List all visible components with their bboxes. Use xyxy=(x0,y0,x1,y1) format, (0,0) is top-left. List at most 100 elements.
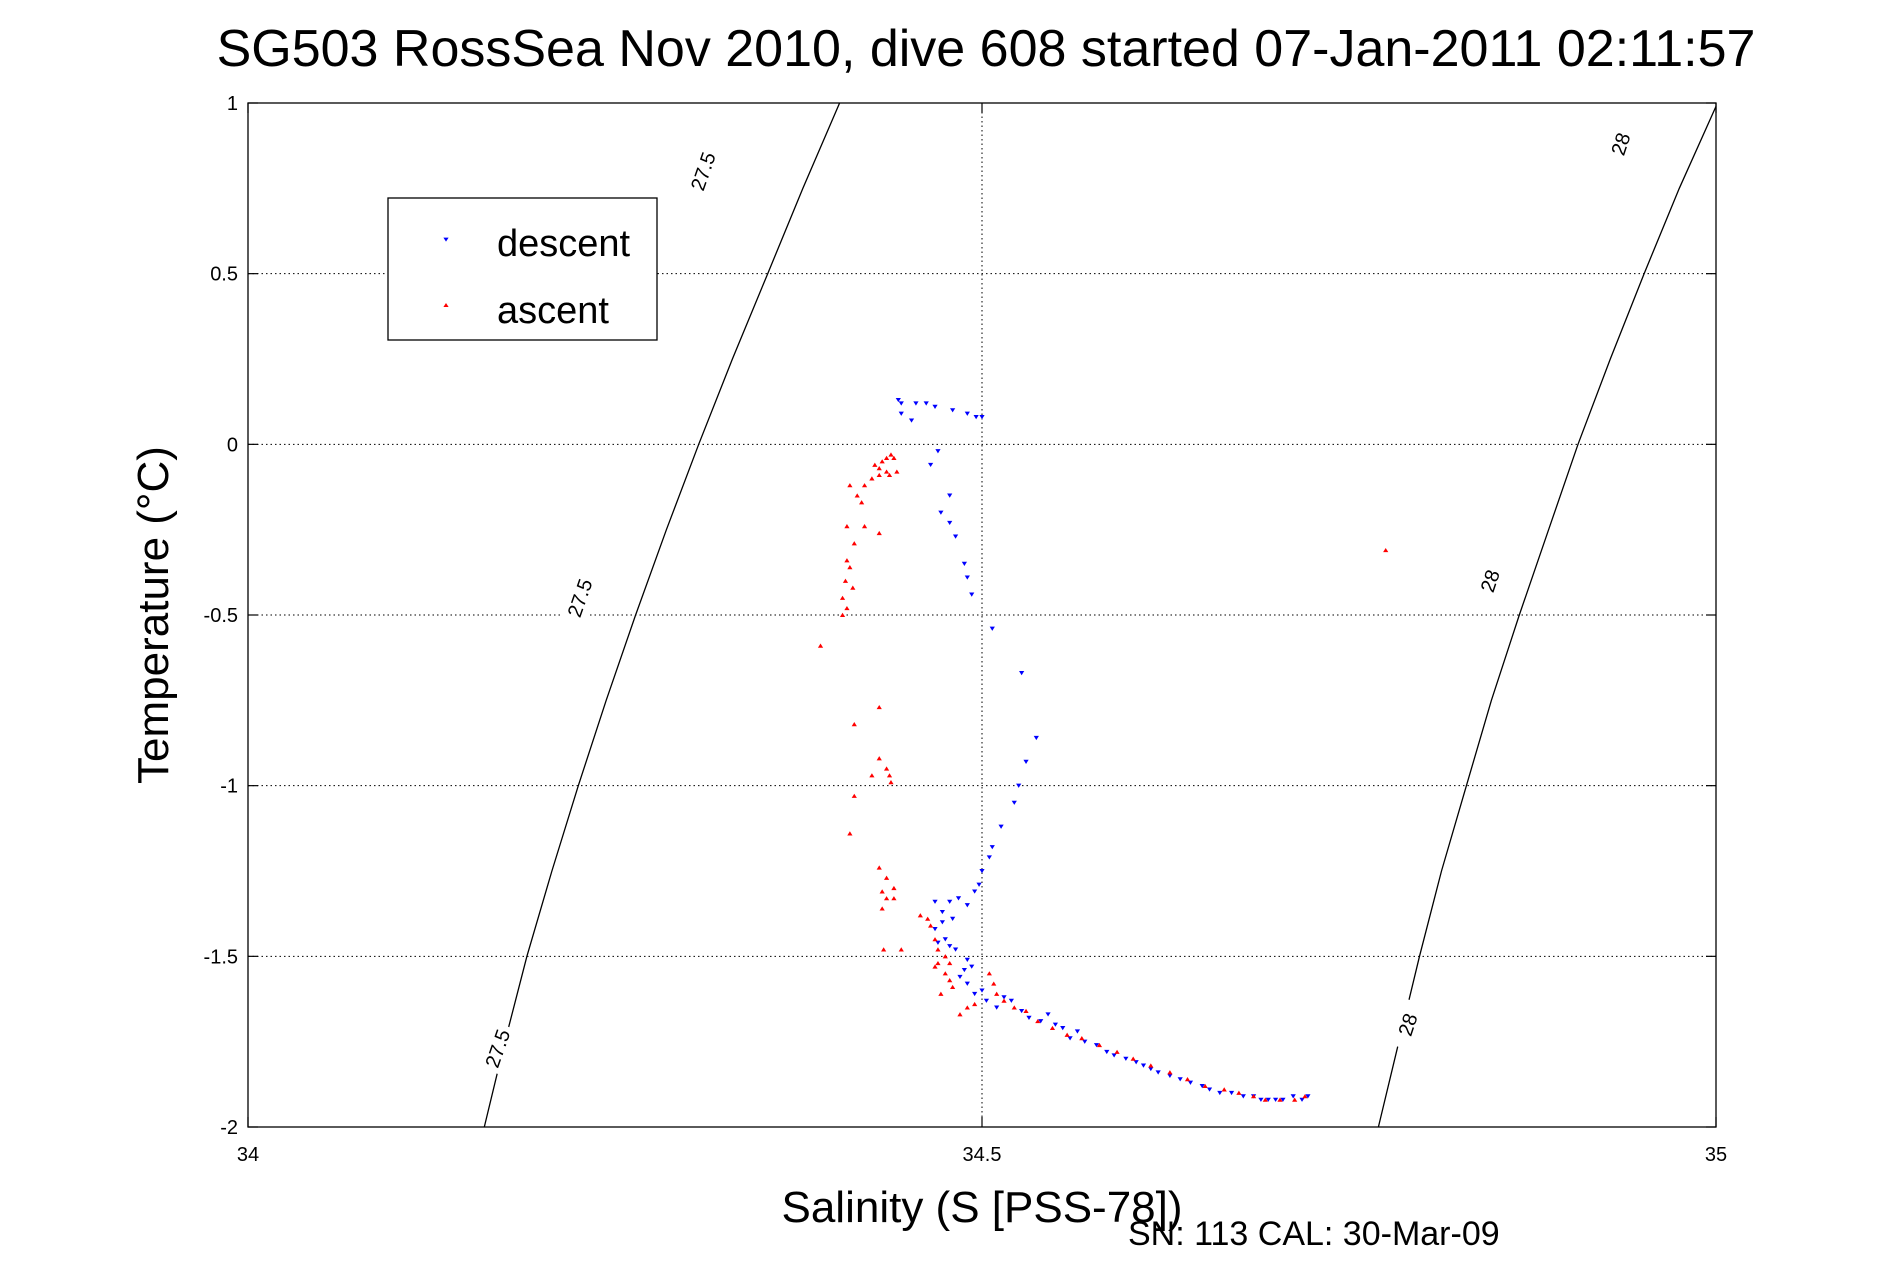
ascent-point xyxy=(842,578,849,583)
ascent-point xyxy=(935,960,941,966)
ascent-point xyxy=(1064,1032,1070,1037)
legend-ascent-marker xyxy=(443,303,449,307)
descent-point xyxy=(1280,1097,1286,1102)
ascent-point xyxy=(894,469,900,474)
descent-point xyxy=(898,411,904,416)
descent-point xyxy=(1228,1090,1235,1096)
descent-point xyxy=(1052,1022,1058,1027)
ascent-point xyxy=(1202,1083,1208,1089)
ascent-point xyxy=(891,896,897,901)
ascent-point xyxy=(888,452,894,457)
ascent-point xyxy=(1302,1094,1308,1099)
legend-descent-marker xyxy=(443,237,449,242)
ascent-point xyxy=(876,704,882,710)
ascent-point xyxy=(881,947,887,952)
contour-label-background xyxy=(1600,117,1641,171)
descent-point xyxy=(1265,1097,1271,1102)
ascent-point xyxy=(947,978,953,983)
data-series xyxy=(817,397,1389,1102)
descent-point xyxy=(1001,995,1007,1000)
descent-point xyxy=(935,449,941,454)
ascent-point xyxy=(938,991,944,996)
descent-point xyxy=(998,824,1004,829)
descent-point xyxy=(935,940,941,945)
ascent-point xyxy=(942,954,948,959)
footer-text: SN: 113 CAL: 30-Mar-09 xyxy=(1128,1215,1500,1253)
descent-point xyxy=(964,575,970,580)
ascent-point xyxy=(1096,1042,1103,1048)
descent-point xyxy=(1011,800,1017,805)
descent-point xyxy=(939,909,945,915)
ascent-point xyxy=(1001,998,1007,1003)
descent-point xyxy=(950,408,956,413)
ascent-point xyxy=(854,493,860,498)
legend-box xyxy=(387,197,658,341)
contour-label-background xyxy=(1387,997,1428,1052)
ascent-point xyxy=(1079,1036,1085,1041)
descent-point xyxy=(942,937,948,942)
descent-point xyxy=(1187,1080,1194,1085)
descent-point xyxy=(1273,1097,1279,1102)
descent-point xyxy=(1026,1015,1032,1020)
ascent-point xyxy=(972,1001,978,1007)
ascent-point xyxy=(847,831,853,836)
descent-point xyxy=(932,404,938,409)
ascent-point xyxy=(1148,1063,1154,1068)
ascent-point xyxy=(879,906,885,911)
ascent-point xyxy=(935,947,941,952)
ascent-point xyxy=(964,1005,970,1010)
legend-descent-label: descent xyxy=(497,223,631,265)
descent-point xyxy=(932,927,938,932)
ascent-point xyxy=(1011,1005,1017,1010)
ascent-point xyxy=(1184,1077,1191,1082)
legend: descent ascent xyxy=(387,197,658,341)
descent-point xyxy=(973,415,979,420)
descent-point xyxy=(1045,1012,1051,1017)
y-tick-label: -0.5 xyxy=(204,605,238,627)
descent-point xyxy=(1167,1073,1173,1078)
descent-point xyxy=(908,418,915,423)
contour-label-background xyxy=(682,144,724,199)
descent-point xyxy=(1123,1056,1129,1061)
ascent-point xyxy=(947,960,953,966)
descent-point xyxy=(976,882,982,887)
descent-point xyxy=(1019,671,1025,676)
ascent-point xyxy=(869,773,875,778)
descent-point xyxy=(1060,1026,1066,1031)
descent-point xyxy=(1155,1070,1161,1075)
descent-point xyxy=(913,401,919,406)
descent-point xyxy=(979,869,985,874)
contour-label-background xyxy=(1470,553,1510,608)
descent-point xyxy=(939,920,945,925)
descent-point xyxy=(1299,1097,1305,1102)
descent-point xyxy=(964,981,970,986)
descent-point xyxy=(1217,1090,1223,1096)
descent-point xyxy=(979,988,985,993)
descent-point xyxy=(952,534,959,539)
ascent-point xyxy=(957,1012,963,1017)
ascent-point xyxy=(850,585,856,590)
descent-point xyxy=(947,493,953,498)
ascent-point xyxy=(844,605,850,611)
ascent-point xyxy=(872,462,878,467)
ascent-point xyxy=(861,524,868,529)
y-tick-label: -2 xyxy=(220,1117,238,1139)
ascent-point xyxy=(917,913,923,918)
descent-point xyxy=(1038,1019,1044,1024)
ascent-point xyxy=(891,885,897,891)
ascent-point xyxy=(879,459,885,464)
descent-point xyxy=(1140,1063,1147,1068)
descent-point xyxy=(979,415,985,420)
descent-point xyxy=(1177,1077,1183,1082)
descent-point xyxy=(1019,1008,1025,1014)
descent-point xyxy=(1093,1043,1100,1048)
ascent-point xyxy=(851,541,857,546)
descent-point xyxy=(957,974,963,980)
descent-point xyxy=(972,991,978,997)
ascent-point xyxy=(1221,1087,1227,1092)
y-tick-label: 0.5 xyxy=(210,264,238,286)
axis-ticks: 1 0.5 0 -0.5 -1 -1.5 -2 34 34.5 35 xyxy=(204,93,1728,1166)
ascent-point xyxy=(883,896,890,901)
ascent-point xyxy=(876,530,882,536)
